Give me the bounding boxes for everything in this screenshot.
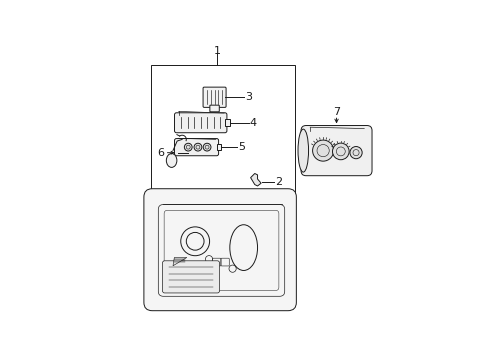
Circle shape [349,147,362,159]
Text: 2: 2 [274,177,281,187]
Text: 5: 5 [238,142,244,152]
Text: 4: 4 [248,118,256,128]
Circle shape [184,143,192,151]
Polygon shape [173,257,186,266]
Ellipse shape [166,153,177,167]
Circle shape [312,140,333,161]
Text: 1: 1 [213,46,221,56]
FancyBboxPatch shape [143,189,296,311]
Circle shape [203,143,210,151]
Polygon shape [250,174,261,186]
FancyBboxPatch shape [224,120,229,126]
Circle shape [332,143,348,160]
FancyBboxPatch shape [216,144,221,150]
Text: 6: 6 [157,148,163,158]
FancyBboxPatch shape [203,87,225,107]
FancyBboxPatch shape [209,105,219,112]
Ellipse shape [297,129,308,172]
Bar [150,66,294,304]
Text: 3: 3 [244,92,251,102]
FancyBboxPatch shape [174,139,218,156]
FancyBboxPatch shape [162,261,219,293]
FancyBboxPatch shape [174,113,226,133]
Text: 7: 7 [332,108,340,117]
Circle shape [194,143,202,151]
FancyBboxPatch shape [301,126,371,176]
